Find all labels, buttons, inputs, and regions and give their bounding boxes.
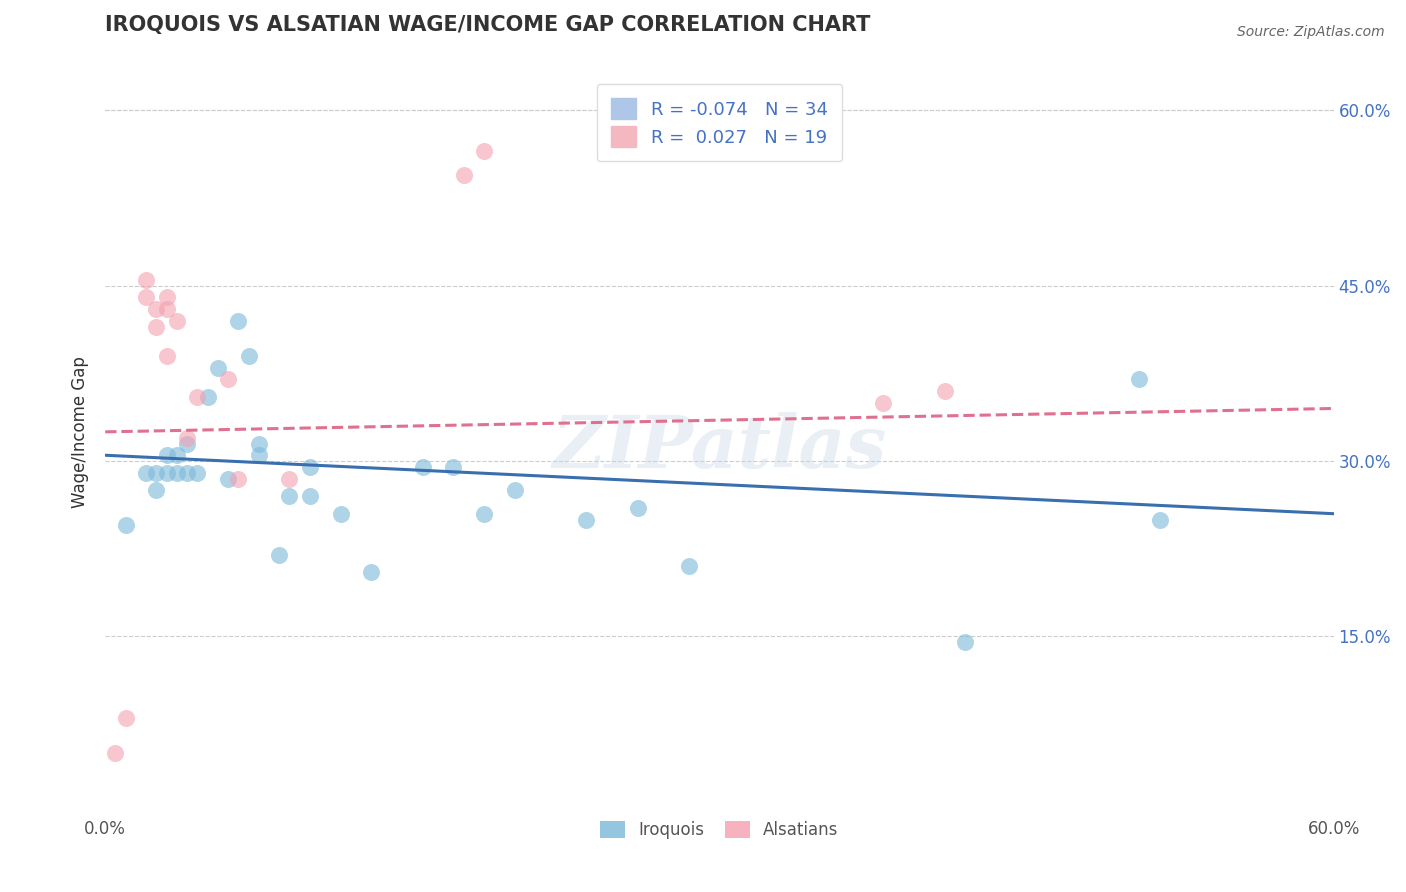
Point — [217, 472, 239, 486]
Point — [626, 500, 648, 515]
Point — [247, 436, 270, 450]
Point — [953, 635, 976, 649]
Point — [441, 459, 464, 474]
Point — [104, 747, 127, 761]
Point — [278, 489, 301, 503]
Point — [145, 483, 167, 498]
Point — [176, 436, 198, 450]
Text: Source: ZipAtlas.com: Source: ZipAtlas.com — [1237, 25, 1385, 39]
Point — [207, 360, 229, 375]
Point — [226, 314, 249, 328]
Point — [226, 472, 249, 486]
Point — [156, 349, 179, 363]
Point — [269, 548, 291, 562]
Point — [1149, 512, 1171, 526]
Point — [114, 711, 136, 725]
Text: IROQUOIS VS ALSATIAN WAGE/INCOME GAP CORRELATION CHART: IROQUOIS VS ALSATIAN WAGE/INCOME GAP COR… — [105, 15, 870, 35]
Point — [145, 466, 167, 480]
Point — [156, 290, 179, 304]
Legend: Iroquois, Alsatians: Iroquois, Alsatians — [593, 814, 845, 846]
Point — [176, 466, 198, 480]
Point — [575, 512, 598, 526]
Point — [135, 273, 157, 287]
Point — [197, 390, 219, 404]
Point — [135, 290, 157, 304]
Point — [145, 302, 167, 317]
Point — [934, 384, 956, 398]
Point — [166, 466, 188, 480]
Point — [278, 472, 301, 486]
Point — [329, 507, 352, 521]
Point — [472, 507, 495, 521]
Point — [298, 489, 321, 503]
Point — [186, 466, 208, 480]
Point — [156, 448, 179, 462]
Point — [678, 559, 700, 574]
Point — [412, 459, 434, 474]
Point — [872, 395, 894, 409]
Point — [176, 431, 198, 445]
Point — [238, 349, 260, 363]
Point — [247, 448, 270, 462]
Point — [135, 466, 157, 480]
Point — [166, 314, 188, 328]
Point — [114, 518, 136, 533]
Point — [217, 372, 239, 386]
Point — [360, 565, 382, 579]
Point — [1128, 372, 1150, 386]
Point — [156, 466, 179, 480]
Point — [298, 459, 321, 474]
Point — [503, 483, 526, 498]
Point — [156, 302, 179, 317]
Y-axis label: Wage/Income Gap: Wage/Income Gap — [72, 356, 89, 508]
Point — [145, 319, 167, 334]
Point — [453, 168, 475, 182]
Point — [166, 448, 188, 462]
Point — [472, 145, 495, 159]
Text: ZIPatlas: ZIPatlas — [553, 411, 887, 483]
Point — [186, 390, 208, 404]
